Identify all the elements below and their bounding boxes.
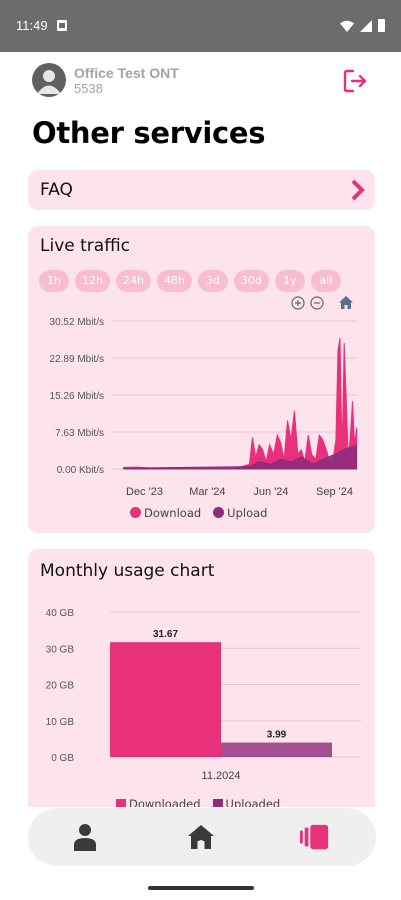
uploaded-swatch bbox=[212, 799, 223, 807]
battery-icon bbox=[378, 19, 385, 32]
x-tick-label: Jun '24 bbox=[253, 486, 288, 498]
legend-upload[interactable]: Upload bbox=[213, 506, 267, 520]
user-avatar-icon bbox=[37, 70, 61, 94]
range-chip-12h[interactable]: 12h bbox=[75, 270, 110, 292]
bar-value-label: 3.99 bbox=[267, 730, 287, 741]
live-traffic-title: Live traffic bbox=[40, 236, 130, 256]
range-chip-48h[interactable]: 48h bbox=[156, 270, 192, 292]
x-tick-label: Mar '24 bbox=[189, 486, 225, 498]
monthly-usage-card: Monthly usage chart 0 GB 10 GB 20 GB 30 GB 4… bbox=[28, 549, 375, 807]
legend-download[interactable]: Download bbox=[130, 506, 201, 520]
download-dot bbox=[130, 507, 141, 518]
range-chip-24h[interactable]: 24h bbox=[115, 270, 151, 292]
gesture-home-indicator[interactable] bbox=[148, 886, 254, 890]
monthly-usage-title: Monthly usage chart bbox=[40, 561, 215, 581]
legend-downloaded-label: Downloaded bbox=[129, 797, 201, 807]
live-traffic-card: Live traffic 1h 12h 24h 48h 3d 30d 1y al… bbox=[28, 226, 375, 533]
logout-icon[interactable] bbox=[342, 68, 368, 94]
status-bar: 11:49 bbox=[0, 0, 401, 52]
downloaded-swatch bbox=[116, 799, 126, 807]
live-traffic-legend: Download Upload bbox=[130, 506, 267, 520]
y-tick-label: 22.89 Mbit/s bbox=[50, 354, 104, 365]
y-tick-label: 40 GB bbox=[46, 608, 75, 619]
range-chip-3d[interactable]: 3d bbox=[197, 270, 228, 292]
status-icons bbox=[340, 19, 385, 32]
bar-uploaded bbox=[221, 742, 332, 757]
range-chip-1y[interactable]: 1y bbox=[274, 270, 305, 292]
y-tick-label: 0.00 Kbit/s bbox=[57, 465, 104, 476]
range-selector: 1h 12h 24h 48h 3d 30d 1y all bbox=[39, 270, 341, 292]
legend-upload-label: Upload bbox=[227, 506, 268, 520]
status-time: 11:49 bbox=[16, 18, 48, 33]
range-chip-30d[interactable]: 30d bbox=[233, 270, 269, 292]
y-tick-label: 10 GB bbox=[46, 717, 75, 728]
live-traffic-chart: 0.00 Kbit/s 7.63 Mbit/s 15.26 Mbit/s 22.89 … bbox=[50, 317, 358, 498]
monthly-usage-chart: 0 GB 10 GB 20 GB 30 GB 40 GB 31.67 3.99 11.2024 bbox=[46, 608, 361, 782]
person-icon bbox=[74, 824, 96, 851]
home-icon bbox=[188, 825, 214, 849]
y-tick-label: 20 GB bbox=[46, 681, 75, 692]
bottom-nav bbox=[28, 808, 376, 866]
page-title: Other services bbox=[32, 116, 266, 150]
legend-downloaded[interactable]: Downloaded bbox=[116, 797, 201, 807]
wifi-icon bbox=[340, 20, 354, 32]
y-tick-label: 15.26 Mbit/s bbox=[50, 391, 104, 402]
monthly-usage-legend: Downloaded Uploaded bbox=[116, 797, 280, 807]
y-tick-label: 0 GB bbox=[51, 753, 74, 764]
legend-uploaded-label: Uploaded bbox=[225, 797, 281, 807]
y-tick-label: 30 GB bbox=[46, 644, 75, 655]
bar-downloaded bbox=[110, 642, 221, 757]
y-tick-label: 30.52 Mbit/s bbox=[50, 317, 104, 328]
faq-card[interactable]: FAQ bbox=[28, 170, 375, 210]
notification-icon bbox=[57, 20, 67, 31]
upload-dot bbox=[213, 507, 225, 518]
nav-home[interactable] bbox=[186, 822, 216, 852]
x-tick-label: Sep '24 bbox=[316, 486, 353, 498]
chevron-right-icon bbox=[351, 179, 365, 201]
legend-download-label: Download bbox=[144, 506, 202, 520]
bar-value-label: 31.67 bbox=[153, 629, 178, 640]
zoom-in-icon[interactable] bbox=[291, 296, 305, 310]
range-chip-all[interactable]: all bbox=[310, 270, 341, 292]
nav-services[interactable] bbox=[300, 822, 330, 852]
y-tick-label: 7.63 Mbit/s bbox=[55, 428, 104, 439]
home-reset-icon[interactable] bbox=[338, 295, 354, 310]
legend-uploaded[interactable]: Uploaded bbox=[212, 797, 281, 807]
nav-profile[interactable] bbox=[70, 822, 100, 852]
range-chip-1h[interactable]: 1h bbox=[39, 270, 69, 292]
zoom-out-icon[interactable] bbox=[310, 296, 324, 310]
x-tick-label: 11.2024 bbox=[202, 770, 241, 782]
signal-icon bbox=[360, 19, 372, 32]
user-name: Office Test ONT bbox=[74, 65, 179, 81]
user-id: 5538 bbox=[74, 81, 103, 96]
series-upload-area bbox=[123, 444, 358, 470]
services-icon bbox=[300, 824, 329, 850]
avatar[interactable] bbox=[32, 63, 66, 97]
x-tick-label: Dec '23 bbox=[126, 486, 163, 498]
faq-label: FAQ bbox=[40, 180, 73, 200]
